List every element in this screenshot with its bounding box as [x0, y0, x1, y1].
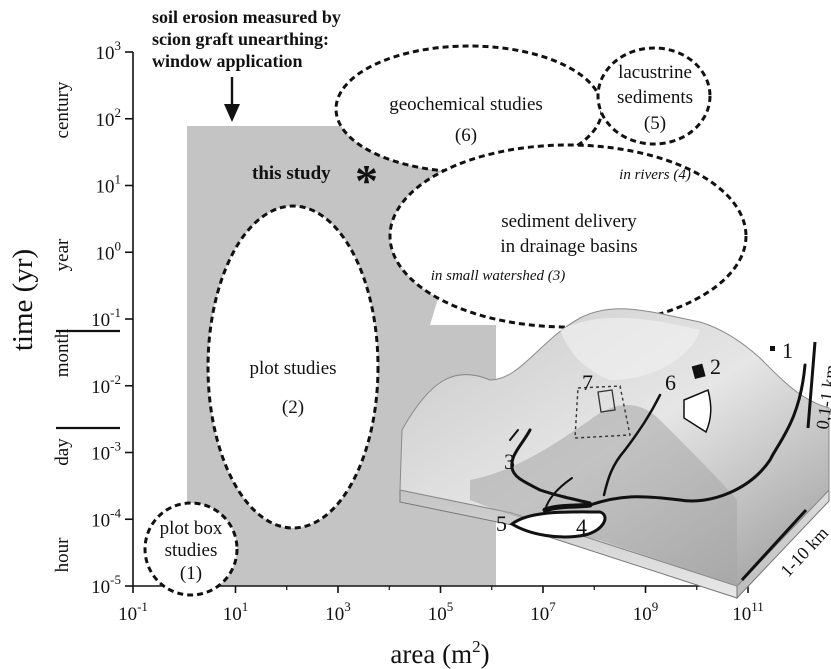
region-labels: plot box studies (1) plot studies (2) ge… — [160, 62, 693, 584]
streams — [509, 363, 807, 513]
y-tick-label-6: 101 — [96, 172, 122, 198]
plot-studies-line-1: plot studies — [249, 358, 336, 379]
this-study-marker: * — [355, 155, 378, 206]
lacustrine-line-1: lacustrine — [618, 62, 692, 83]
plot-1 — [770, 346, 775, 351]
geochemical-line-2: (6) — [455, 125, 477, 146]
site-2: 2 — [710, 354, 721, 379]
ellipse-plot-box — [143, 501, 239, 597]
y-tick-marks — [125, 51, 133, 587]
this-study-label: this study — [252, 163, 331, 184]
x-tick-label-2: 103 — [325, 599, 351, 625]
main-river — [588, 363, 807, 507]
time-unit-hour: hour — [52, 537, 73, 573]
scale-bar-long — [740, 508, 808, 582]
y-tick-label-0: 10-5 — [91, 572, 121, 598]
site-1: 1 — [782, 338, 793, 363]
annotation-arrow — [224, 77, 240, 122]
lacustrine-line-3: (5) — [644, 113, 666, 134]
tributary — [602, 393, 662, 497]
time-unit-day: day — [52, 438, 73, 466]
sediment-sub-watershed: in small watershed (3) — [431, 268, 566, 284]
lacustrine-line-2: sediments — [617, 87, 693, 108]
y-tick-label-7: 102 — [96, 105, 122, 131]
y-tick-label-3: 10-2 — [91, 372, 121, 398]
plot-6 — [683, 388, 712, 434]
watershed-3-stream — [510, 428, 592, 505]
x-tick-label-1: 101 — [223, 599, 249, 625]
x-tick-label-5: 109 — [633, 599, 659, 625]
y-tick-labels: 10-5 10-4 10-3 10-2 10-1 100 101 102 103 — [91, 38, 121, 598]
plot-box-line-3: (1) — [180, 563, 202, 584]
time-unit-year: year — [52, 238, 73, 271]
sediment-line-2: in drainage basins — [500, 236, 637, 257]
site-3: 3 — [504, 449, 515, 474]
annotation-line-1: soil erosion measured by — [152, 7, 341, 27]
x-tick-label-3: 105 — [428, 599, 454, 625]
scale-label-short: 0,1-1 km — [812, 363, 831, 430]
scale-bar-short — [806, 341, 817, 429]
y-tick-label-1: 10-4 — [91, 505, 121, 531]
x-tick-label-6: 1011 — [732, 599, 764, 625]
plot-box-line-2: studies — [165, 540, 218, 561]
time-units: hour day month year century — [52, 81, 120, 572]
landscape-block — [399, 308, 830, 600]
site-6: 6 — [665, 370, 676, 395]
x-axis-label: area (m2) — [390, 637, 489, 669]
ellipse-sediment-delivery — [388, 143, 748, 329]
ridge-highlight — [560, 317, 700, 380]
site-4: 4 — [576, 514, 587, 539]
sediment-sub-rivers: in rivers (4) — [619, 167, 691, 183]
y-tick-label-8: 103 — [96, 38, 122, 64]
ellipse-lacustrine — [596, 46, 712, 146]
time-unit-century: century — [52, 81, 73, 138]
annotation-line-2: scion graft unearthing: — [152, 29, 329, 49]
geochemical-line-1: geochemical studies — [389, 94, 543, 115]
plot-7-outer — [574, 385, 631, 439]
x-tick-label-4: 107 — [530, 599, 556, 625]
sediment-line-1: sediment delivery — [501, 211, 637, 232]
plot-2 — [691, 363, 706, 380]
y-axis-label: time (yr) — [7, 249, 39, 351]
x-tick-label-0: 10-1 — [118, 599, 148, 625]
y-tick-label-4: 10-1 — [91, 305, 121, 331]
window-application-annotation: soil erosion measured by scion graft une… — [152, 7, 341, 71]
plot-studies-line-2: (2) — [282, 397, 304, 418]
site-5: 5 — [496, 511, 507, 536]
time-unit-month: month — [52, 328, 73, 377]
x-tick-marks — [132, 586, 749, 593]
site-numbers: 1 2 3 4 5 6 7 — [496, 338, 793, 539]
annotation-line-3: window application — [152, 51, 303, 71]
x-tick-labels: 10-1 101 103 105 107 109 1011 — [118, 599, 764, 625]
lake — [509, 510, 607, 539]
ellipse-plot-studies — [206, 204, 380, 530]
plot-7-inner — [597, 389, 616, 413]
y-tick-label-5: 100 — [96, 238, 122, 264]
region-ellipses — [143, 44, 748, 597]
y-tick-label-2: 10-3 — [91, 439, 121, 465]
site-7: 7 — [582, 370, 593, 395]
plot-box-line-1: plot box — [160, 518, 223, 539]
